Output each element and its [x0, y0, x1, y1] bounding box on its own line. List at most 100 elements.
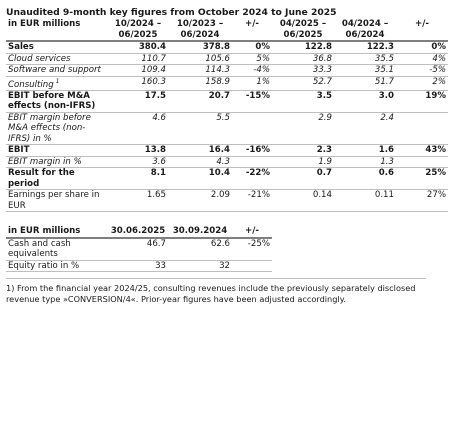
row-value: 35.1 [334, 64, 396, 77]
row-value: 160.3 [108, 76, 168, 91]
header-change: +/- [232, 226, 272, 239]
header-q3-2024: 04/2024 – 06/2024 [334, 19, 396, 42]
table-row: EBIT before M&A effects (non-IFRS) 17.5 20… [6, 90, 448, 113]
row-value [232, 260, 272, 273]
row-value: 1.3 [334, 156, 396, 169]
row-value: 19% [396, 90, 448, 113]
row-value [396, 112, 448, 146]
row-value: -16% [232, 144, 272, 157]
row-value: 110.7 [108, 53, 168, 65]
row-value: 0.7 [272, 167, 334, 191]
row-value: 33.3 [272, 64, 334, 77]
row-value: 378.8 [168, 41, 232, 54]
row-label: Consulting 1 [6, 76, 108, 91]
row-value: 13.8 [108, 144, 168, 157]
row-value: 62.6 [168, 237, 232, 261]
row-value: 1% [232, 76, 272, 91]
table-row: EBIT margin in % 3.6 4.3 1.9 1.3 [6, 156, 448, 169]
row-value: -21% [232, 189, 272, 213]
row-value: 4% [396, 53, 448, 65]
row-value: 3.5 [272, 90, 334, 113]
row-label: EBIT margin in % [6, 156, 108, 169]
row-value: 32 [168, 260, 232, 273]
table-row: Cloud services 110.7 105.6 5% 36.8 35.5 4% [6, 53, 448, 65]
row-value: 105.6 [168, 53, 232, 65]
row-value [396, 156, 448, 169]
row-label: Sales [6, 41, 108, 54]
row-label: Earnings per share in EUR [6, 189, 108, 213]
header-date-2025: 30.06.2025 [108, 226, 168, 239]
row-value: -25% [232, 237, 272, 261]
row-value: 46.7 [108, 237, 168, 261]
row-value: 51.7 [334, 76, 396, 91]
header-change-q3: +/- [396, 19, 448, 42]
row-label: EBIT before M&A effects (non-IFRS) [6, 90, 108, 113]
row-value: 1.6 [334, 144, 396, 157]
row-value: 109.4 [108, 64, 168, 77]
header-date-2024: 30.09.2024 [168, 226, 232, 239]
row-value: -22% [232, 167, 272, 191]
row-value: 2.3 [272, 144, 334, 157]
table-row: Equity ratio in % 33 32 [6, 260, 272, 273]
table-row: EBIT 13.8 16.4 -16% 2.3 1.6 43% [6, 144, 448, 157]
table-row: Cash and cash equivalents 46.7 62.6 -25% [6, 237, 272, 261]
row-value: 2% [396, 76, 448, 91]
header-q3-2025: 04/2025 – 06/2025 [272, 19, 334, 42]
row-label: EBIT margin before M&A effects (non-IFRS… [6, 112, 108, 146]
row-value: 0% [232, 41, 272, 54]
row-value: 3.0 [334, 90, 396, 113]
row-value: 122.3 [334, 41, 396, 54]
row-value: 0.11 [334, 189, 396, 213]
row-value: 27% [396, 189, 448, 213]
row-value: 35.5 [334, 53, 396, 65]
header-9m-2024: 10/2023 – 06/2024 [168, 19, 232, 42]
row-value: 4.6 [108, 112, 168, 146]
row-value: 16.4 [168, 144, 232, 157]
row-value: 3.6 [108, 156, 168, 169]
row-value: 0.14 [272, 189, 334, 213]
row-value: 4.3 [168, 156, 232, 169]
table-row: Consulting 1 160.3 158.9 1% 52.7 51.7 2% [6, 76, 448, 91]
row-label: Equity ratio in % [6, 260, 108, 273]
row-value: 52.7 [272, 76, 334, 91]
row-value: 33 [108, 260, 168, 273]
row-value: 0% [396, 41, 448, 54]
table-row: Sales 380.4 378.8 0% 122.8 122.3 0% [6, 41, 448, 54]
row-value: 5% [232, 53, 272, 65]
table-row: Earnings per share in EUR 1.65 2.09 -21% 0.1… [6, 189, 448, 213]
footnote-marker: 1 [53, 77, 60, 85]
header-9m-2025: 10/2024 – 06/2025 [108, 19, 168, 42]
row-value: 17.5 [108, 90, 168, 113]
row-value: -15% [232, 90, 272, 113]
row-label: Result for the period [6, 167, 108, 191]
table-header-row: in EUR millions 30.06.2025 30.09.2024 +/… [6, 226, 272, 239]
row-value: 2.4 [334, 112, 396, 146]
row-value: 380.4 [108, 41, 168, 54]
row-value: 1.9 [272, 156, 334, 169]
row-label: EBIT [6, 144, 108, 157]
row-value: 2.09 [168, 189, 232, 213]
row-value: 0.6 [334, 167, 396, 191]
table-row: Software and support 109.4 114.3 -4% 33.3 35.… [6, 64, 448, 77]
row-value: 20.7 [168, 90, 232, 113]
row-value: 122.8 [272, 41, 334, 54]
table-row: Result for the period 8.1 10.4 -22% 0.7 0.6 25… [6, 167, 448, 191]
row-value: 10.4 [168, 167, 232, 191]
row-value: 158.9 [168, 76, 232, 91]
row-value: 43% [396, 144, 448, 157]
balance-figures-table: in EUR millions 30.06.2025 30.09.2024 +/… [6, 226, 272, 273]
row-value: 8.1 [108, 167, 168, 191]
row-label: Cloud services [6, 53, 108, 65]
row-value: -4% [232, 64, 272, 77]
row-value [232, 156, 272, 169]
header-change-9m: +/- [232, 19, 272, 42]
row-value [232, 112, 272, 146]
key-figures-table: in EUR millions 10/2024 – 06/2025 10/202… [6, 19, 448, 213]
row-value: 2.9 [272, 112, 334, 146]
row-value: 25% [396, 167, 448, 191]
report-page: Unaudited 9-month key figures from Octob… [6, 6, 448, 304]
row-label: Cash and cash equivalents [6, 237, 108, 261]
report-title: Unaudited 9-month key figures from Octob… [6, 7, 337, 18]
table-row: EBIT margin before M&A effects (non-IFRS… [6, 112, 448, 146]
row-value: 36.8 [272, 53, 334, 65]
